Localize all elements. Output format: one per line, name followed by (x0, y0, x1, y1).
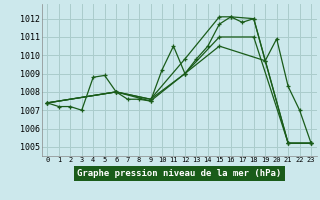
X-axis label: Graphe pression niveau de la mer (hPa): Graphe pression niveau de la mer (hPa) (77, 169, 281, 178)
